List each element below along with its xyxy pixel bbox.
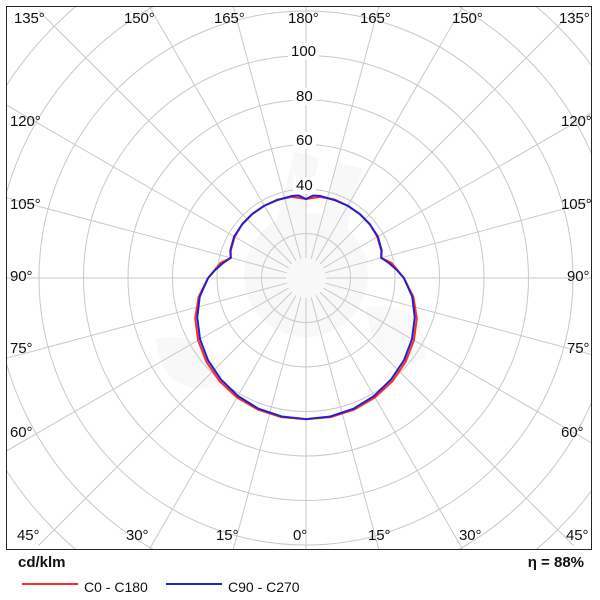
angle-label-right-4: 60° [561, 424, 584, 441]
angle-label-top-6: 135° [559, 10, 590, 27]
radial-tick-label-3: 40 [293, 177, 316, 194]
angle-label-top-4: 165° [360, 10, 391, 27]
angle-label-left-3: 75° [10, 340, 33, 357]
unit-label: cd/klm [18, 554, 66, 571]
angle-label-bottom-3: 0° [293, 527, 308, 544]
grid-spokes [7, 7, 591, 549]
angle-label-right-0: 120° [561, 113, 592, 130]
angle-label-bottom-0: 45° [17, 527, 40, 544]
angle-label-right-3: 75° [567, 340, 590, 357]
angle-label-left-2: 90° [10, 268, 33, 285]
radial-tick-label-1: 80 [293, 88, 316, 105]
angle-label-bottom-2: 15° [216, 527, 239, 544]
efficiency-label: η = 88% [527, 554, 584, 571]
legend-swatch-c0-c180 [22, 582, 78, 585]
radial-tick-label-2: 60 [293, 132, 316, 149]
curve-c90-c270 [196, 194, 416, 421]
watermark [156, 151, 426, 389]
angle-label-top-0: 135° [14, 10, 45, 27]
angle-label-top-1: 150° [124, 10, 155, 27]
angle-label-right-2: 90° [567, 268, 590, 285]
angle-label-right-1: 105° [561, 196, 592, 213]
angle-label-bottom-6: 45° [566, 527, 589, 544]
polar-grid-and-curves [7, 7, 591, 549]
angle-label-bottom-4: 15° [368, 527, 391, 544]
angle-label-left-0: 120° [10, 113, 41, 130]
angle-label-left-4: 60° [10, 424, 33, 441]
angle-label-top-5: 150° [452, 10, 483, 27]
legend: cd/klm η = 88% C0 - C180 C90 - C270 [0, 552, 600, 600]
radial-tick-label-0: 100 [288, 43, 320, 60]
legend-item-c90-c270: C90 - C270 [166, 578, 300, 596]
angle-label-bottom-5: 30° [459, 527, 482, 544]
legend-label-c90-c270: C90 - C270 [228, 578, 300, 595]
legend-swatch-c90-c270 [166, 582, 222, 585]
angle-label-bottom-1: 30° [126, 527, 149, 544]
angle-label-top-3: 180° [288, 10, 319, 27]
angle-label-left-1: 105° [10, 196, 41, 213]
legend-item-c0-c180: C0 - C180 [22, 578, 148, 596]
angle-label-top-2: 165° [214, 10, 245, 27]
legend-label-c0-c180: C0 - C180 [84, 578, 148, 595]
